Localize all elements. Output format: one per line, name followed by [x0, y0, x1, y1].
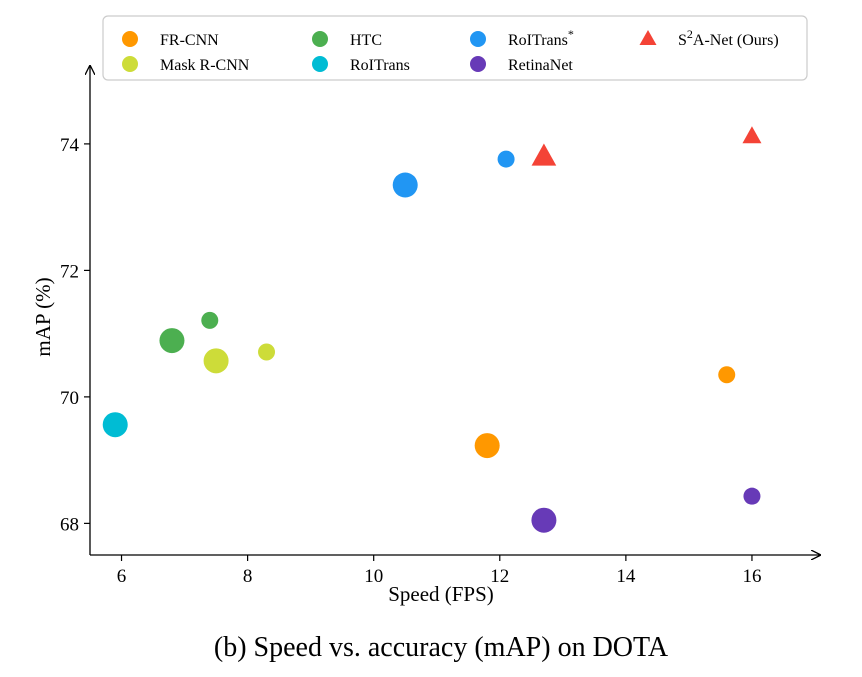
data-point [531, 507, 557, 533]
y-tick-label: 70 [60, 388, 79, 409]
y-tick-label: 74 [60, 135, 80, 156]
legend-label: HTC [350, 32, 382, 49]
x-tick-label: 6 [117, 566, 127, 587]
x-tick-label: 8 [243, 566, 253, 587]
y-tick-label: 68 [60, 514, 79, 535]
legend-marker [122, 31, 138, 47]
data-point [201, 311, 219, 329]
legend-marker [312, 31, 328, 47]
data-point [392, 172, 418, 198]
legend-marker [312, 56, 328, 72]
x-axis-label: Speed (FPS) [388, 582, 494, 606]
data-point [497, 150, 515, 168]
data-point-triangle [742, 126, 762, 144]
legend-marker [470, 31, 486, 47]
legend: FR-CNN HTC RoITrans* S2A-Net (Ours) Mask R-C… [102, 15, 808, 81]
x-tick-label: 14 [616, 566, 636, 587]
legend-label: Mask R-CNN [160, 57, 250, 74]
data-point [159, 328, 185, 354]
legend-marker [470, 56, 486, 72]
data-point-triangle [531, 143, 557, 166]
legend-label: RoITrans* [508, 27, 574, 49]
legend-label: S2A-Net (Ours) [678, 27, 779, 49]
data-points [102, 126, 762, 533]
legend-box [102, 15, 808, 81]
data-point [258, 343, 276, 361]
data-point [203, 348, 229, 374]
legend-label: RoITrans [350, 57, 410, 74]
x-tick-label: 16 [742, 566, 761, 587]
legend-label: RetinaNet [508, 57, 573, 74]
x-tick-label: 10 [364, 566, 383, 587]
legend-marker-triangle [639, 30, 657, 45]
data-point [474, 433, 500, 459]
data-point [718, 366, 736, 384]
legend-marker [122, 56, 138, 72]
y-tick-label: 72 [60, 261, 79, 282]
figure-caption: (b) Speed vs. accuracy (mAP) on DOTA [214, 632, 669, 663]
data-point [102, 412, 128, 438]
y-axis-label: mAP (%) [31, 277, 55, 356]
legend-label: FR-CNN [160, 32, 219, 49]
data-point [743, 487, 761, 505]
x-tick-label: 12 [490, 566, 509, 587]
